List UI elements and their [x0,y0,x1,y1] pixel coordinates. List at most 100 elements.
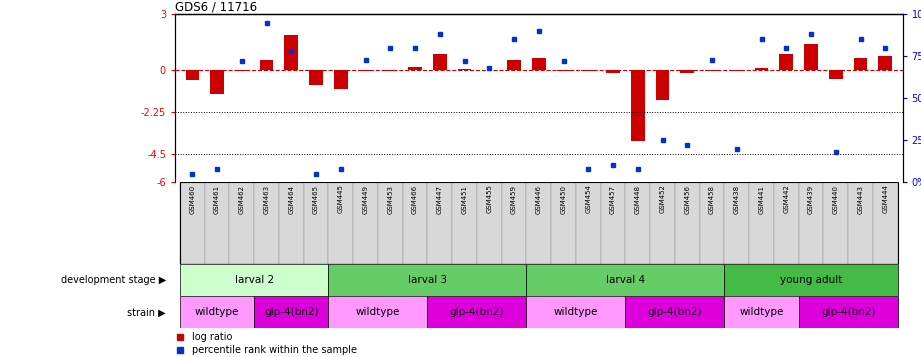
Text: development stage ▶: development stage ▶ [61,275,166,285]
Text: GSM453: GSM453 [388,185,393,213]
Bar [581,70,595,71]
Bar [879,56,892,70]
Text: larval 4: larval 4 [606,275,645,285]
Text: GSM440: GSM440 [833,185,839,213]
Text: GSM438: GSM438 [734,185,740,213]
Text: GSM460: GSM460 [190,185,195,213]
Bar [427,182,452,264]
Bar [329,296,427,328]
Text: GSM466: GSM466 [412,185,418,213]
Text: log ratio: log ratio [192,332,232,342]
Text: GSM451: GSM451 [461,185,468,213]
Text: GSM449: GSM449 [363,185,368,213]
Text: percentile rank within the sample: percentile rank within the sample [192,345,356,355]
Bar [854,58,868,70]
Bar [606,70,620,73]
Text: wildtype: wildtype [356,307,400,317]
Bar [705,70,718,71]
Text: GSM463: GSM463 [263,185,270,213]
Bar [527,296,625,328]
Bar [556,70,570,71]
Bar [254,296,329,328]
Bar [309,70,323,85]
Bar [383,70,397,71]
Bar [458,69,472,70]
Text: wildtype: wildtype [740,307,784,317]
Bar [279,182,304,264]
Text: GSM443: GSM443 [857,185,864,213]
Bar [675,182,700,264]
Bar [285,35,298,70]
Text: GSM455: GSM455 [486,185,493,213]
Text: young adult: young adult [780,275,842,285]
Bar [329,182,353,264]
Bar [779,54,793,70]
Bar [260,60,274,70]
Bar [725,296,799,328]
Text: glp-4(bn2): glp-4(bn2) [647,307,702,317]
Bar [631,70,645,141]
Text: GSM446: GSM446 [536,185,542,213]
Bar [353,182,378,264]
Bar [873,182,898,264]
Bar [334,70,347,89]
Bar [433,54,447,70]
Bar [576,182,600,264]
Text: glp-4(bn2): glp-4(bn2) [449,307,504,317]
Bar [656,70,670,100]
Text: GSM442: GSM442 [783,185,789,213]
Text: GSM448: GSM448 [635,185,641,213]
Text: GSM465: GSM465 [313,185,319,213]
Text: GSM464: GSM464 [288,185,295,213]
Bar [650,182,675,264]
Bar [507,60,521,70]
Bar [600,182,625,264]
Bar [625,296,725,328]
Text: GSM454: GSM454 [585,185,591,213]
Bar [180,264,329,296]
Text: GSM457: GSM457 [610,185,616,213]
Bar [378,182,402,264]
Bar [477,182,502,264]
Bar [551,182,576,264]
Text: GSM459: GSM459 [511,185,517,213]
Text: GSM452: GSM452 [659,185,666,213]
Text: larval 2: larval 2 [235,275,274,285]
Bar [754,68,768,70]
Bar [229,182,254,264]
Bar [804,44,818,70]
Bar [799,182,823,264]
Bar [402,182,427,264]
Text: GDS6 / 11716: GDS6 / 11716 [175,0,257,13]
Bar [725,264,898,296]
Bar [180,296,254,328]
Text: GSM441: GSM441 [759,185,764,213]
Bar [725,182,749,264]
Bar [180,182,204,264]
Bar [749,182,774,264]
Bar [235,70,249,71]
Bar [427,296,527,328]
Bar [359,70,372,71]
Text: GSM445: GSM445 [338,185,344,213]
Text: GSM456: GSM456 [684,185,690,213]
Bar [625,182,650,264]
Text: GSM461: GSM461 [214,185,220,213]
Bar [774,182,799,264]
Bar [304,182,329,264]
Bar [527,264,725,296]
Bar [408,67,422,70]
Bar [848,182,873,264]
Bar [527,182,551,264]
Bar [204,182,229,264]
Text: wildtype: wildtype [195,307,239,317]
Bar [823,182,848,264]
Bar [799,296,898,328]
Bar [329,264,527,296]
Text: glp-4(bn2): glp-4(bn2) [264,307,319,317]
Text: larval 3: larval 3 [408,275,447,285]
Text: strain ▶: strain ▶ [127,307,166,317]
Bar [700,182,725,264]
Bar [185,70,199,80]
Bar [730,70,743,71]
